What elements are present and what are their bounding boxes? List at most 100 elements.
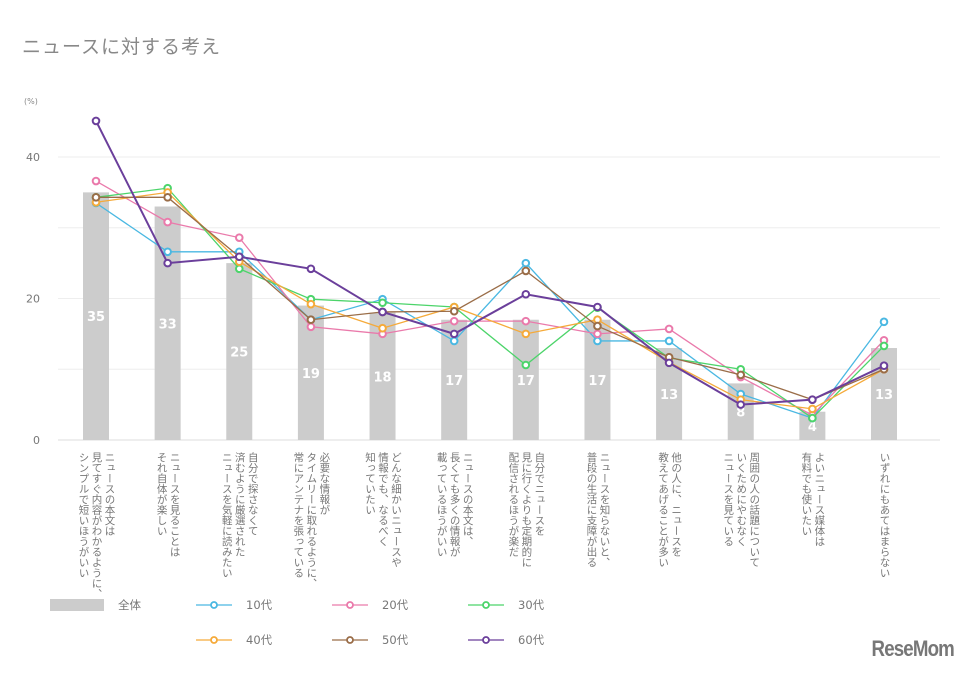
data-point <box>449 316 459 326</box>
category-label: 必要な情報が タイムリーに取れるように、 常にアンテナを張っている <box>292 452 331 589</box>
data-point <box>664 336 674 346</box>
data-point <box>91 176 101 186</box>
legend-40代: 40代 <box>196 632 272 648</box>
data-point <box>449 336 459 346</box>
series-line <box>95 180 885 417</box>
data-point <box>91 193 101 202</box>
legend-line-marker <box>332 601 368 609</box>
bar-overall <box>83 192 109 440</box>
category-label: 自分でニュースを 見に行くよりも定期的に 配信されるほうが楽だ <box>507 452 546 568</box>
y-tick-label: 0 <box>33 434 40 447</box>
legend-overall: 全体 <box>50 597 141 613</box>
legend-60代: 60代 <box>468 632 544 648</box>
y-axis-unit: (%) <box>24 97 38 106</box>
data-point <box>593 329 602 339</box>
category-label: ニュースの本文は 見てすぐ内容がわかるように、 シンプルで短いほうがいい <box>77 452 116 599</box>
data-point <box>378 307 387 317</box>
data-point <box>306 322 316 332</box>
data-point <box>378 298 387 308</box>
data-point <box>593 302 602 312</box>
data-point <box>234 252 244 262</box>
chart-title: ニュースに対する考え <box>22 36 222 58</box>
data-point <box>378 323 387 333</box>
data-point <box>736 370 746 380</box>
legend-20代: 20代 <box>332 597 408 613</box>
data-point <box>664 324 674 334</box>
data-point <box>521 360 531 370</box>
data-point <box>879 361 889 371</box>
series-line <box>95 202 885 419</box>
data-point <box>449 329 459 339</box>
bar-value-label: 35 <box>87 310 105 325</box>
legend-10代: 10代 <box>196 597 272 613</box>
data-point <box>306 315 316 325</box>
category-label: どんな細かいニュースや 情報でも、なるべく 知っていたい <box>364 452 403 568</box>
data-point <box>521 329 531 339</box>
bar-value-label: 19 <box>302 367 320 382</box>
data-point <box>521 316 531 326</box>
series-line <box>95 191 885 410</box>
data-point <box>521 258 531 268</box>
legend-label: 40代 <box>246 633 273 647</box>
data-point <box>521 289 531 299</box>
data-point <box>163 247 172 257</box>
category-label: ニュースを見ることは それ自体が楽しい <box>155 452 181 557</box>
series-60代 <box>91 116 889 409</box>
bar-value-label: 17 <box>517 374 535 389</box>
y-tick-label: 20 <box>26 293 40 306</box>
bar-value-label: 17 <box>588 374 606 389</box>
data-point <box>234 264 244 274</box>
legend-label: 全体 <box>118 598 141 612</box>
data-point <box>808 404 817 414</box>
category-label: 自分で探さなくて 済むように厳選された ニュースを気軽に読みたい <box>220 452 259 578</box>
legend-swatch <box>50 599 104 611</box>
data-point <box>664 358 674 368</box>
category-label: ニュースを知らないと、 普段の生活に支障が出る <box>585 452 611 568</box>
data-point <box>736 400 746 409</box>
bar-overall <box>512 319 539 440</box>
bar-value-label: 8 <box>736 406 745 421</box>
data-point <box>593 321 602 331</box>
data-point <box>91 116 101 126</box>
data-point <box>306 299 316 309</box>
bar-value-label: 18 <box>373 370 391 385</box>
data-point <box>808 395 817 404</box>
data-point <box>808 413 817 423</box>
legend-label: 60代 <box>518 633 545 647</box>
category-label: ニュースの本文は、 長くても多くの情報が 載っているほうがいい <box>435 452 474 557</box>
series-line <box>95 187 885 419</box>
legend-label: 50代 <box>382 633 409 647</box>
bar-value-label: 4 <box>808 420 817 435</box>
bar-value-label: 13 <box>660 388 678 403</box>
legend-label: 20代 <box>382 598 409 612</box>
category-label: 周囲の人の話題について いくためにやむなく ニュースを見ている <box>722 452 761 568</box>
bar-value-label: 25 <box>230 346 248 361</box>
data-point <box>879 317 889 327</box>
series-line <box>96 196 885 401</box>
data-point <box>163 258 172 268</box>
bar-value-label: 13 <box>875 388 893 403</box>
data-point <box>449 306 459 316</box>
data-point <box>163 193 172 202</box>
data-point <box>234 233 244 242</box>
legend-line-marker <box>196 636 232 644</box>
legend-line-marker <box>468 636 504 644</box>
data-point <box>593 336 602 346</box>
legend-50代: 50代 <box>332 632 408 648</box>
legend-line-marker <box>332 636 368 644</box>
series-40代 <box>91 188 889 414</box>
category-label: いずれにもあてはまらない <box>878 452 891 578</box>
category-label: よいニュース媒体は 有料でも使いたい <box>800 452 826 547</box>
legend-label: 30代 <box>518 598 545 612</box>
category-label: 他の人に、ニュースを 教えてあげることが多い <box>657 452 683 568</box>
legend-30代: 30代 <box>468 597 544 613</box>
bar-value-label: 17 <box>445 374 463 389</box>
legend-line-marker <box>468 601 504 609</box>
resemom-logo: ReseMom <box>871 636 955 661</box>
data-point <box>879 341 889 351</box>
bar-overall <box>226 263 253 440</box>
y-tick-label: 40 <box>26 151 40 164</box>
data-point <box>163 217 172 227</box>
legend-label: 10代 <box>246 598 273 612</box>
